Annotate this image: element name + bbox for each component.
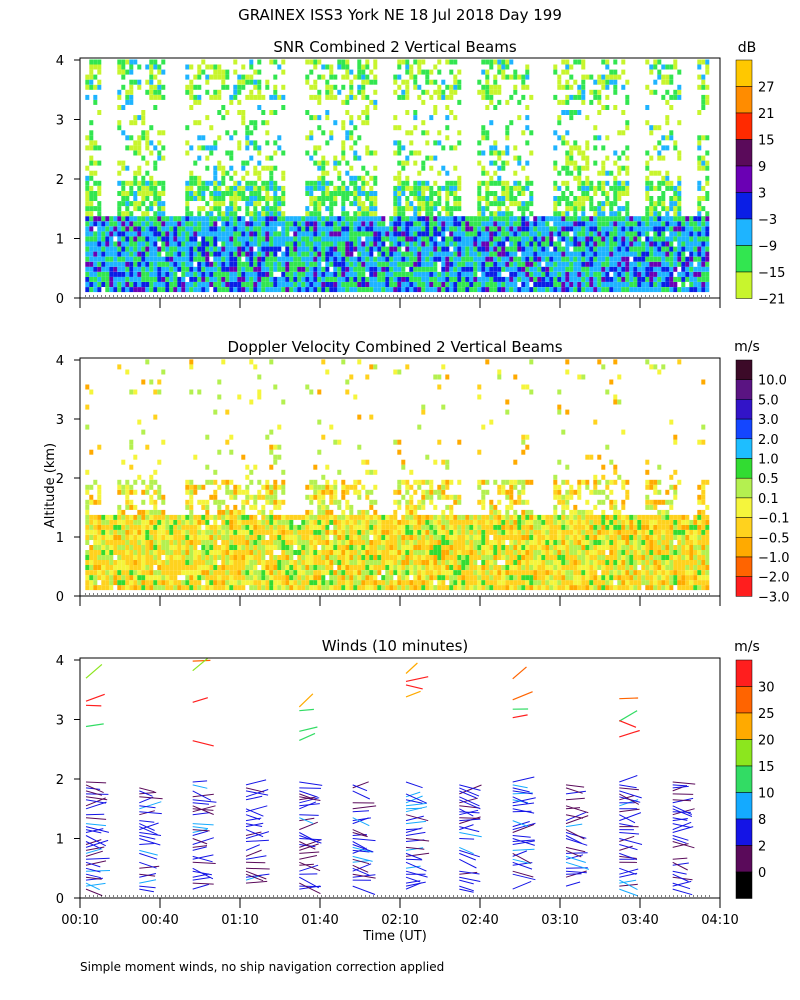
x-tick-label: 00:10 — [61, 913, 98, 928]
y-tick-label: 0 — [56, 590, 64, 605]
x-tick-label: 03:10 — [541, 913, 578, 928]
colorbar-swatch — [735, 537, 753, 558]
wind-barbs — [85, 657, 696, 897]
colorbar-label: 8 — [758, 813, 766, 828]
colorbar-swatch — [735, 399, 753, 420]
colorbar-label: 10 — [758, 787, 775, 802]
colorbar-label: 15 — [758, 134, 775, 149]
colorbar-swatch — [735, 659, 753, 687]
colorbar-label: −2.0 — [758, 571, 790, 586]
velocity-heatmap — [85, 359, 710, 591]
snr-colorbar: 27 21 15 9 3 −3 −9 −15 −21 — [735, 59, 785, 308]
colorbar-label: 10.0 — [758, 374, 787, 389]
colorbar-swatch — [735, 517, 753, 538]
y-tick-label: 2 — [56, 472, 64, 487]
colorbar-label: 27 — [758, 81, 775, 96]
colorbar-label: 30 — [758, 681, 775, 696]
colorbar-swatch — [735, 792, 753, 820]
colorbar-label: 15 — [758, 760, 775, 775]
winds-panel-title: Winds (10 minutes) — [321, 637, 469, 655]
colorbar-label: 20 — [758, 734, 775, 749]
colorbar-swatch — [735, 477, 753, 499]
colorbar-label: −9 — [758, 240, 777, 255]
velocity-colorbar: 10.0 5.0 3.0 2.0 1.0 0.5 0.1 −0.1 −0.5 −1.0 −2.0 −3… — [735, 359, 790, 605]
colorbar-label: 5.0 — [758, 393, 779, 408]
y-tick-label: 2 — [56, 773, 64, 788]
colorbar-label: 2.0 — [758, 433, 779, 448]
colorbar-swatch — [735, 192, 753, 220]
colorbar-swatch — [735, 218, 753, 246]
velocity-unit: m/s — [734, 339, 760, 355]
colorbar-label: 3 — [758, 187, 766, 202]
snr-unit: dB — [737, 40, 757, 56]
colorbar-swatch — [735, 765, 753, 793]
colorbar-swatch — [735, 556, 753, 577]
colorbar-swatch — [735, 438, 753, 459]
colorbar-label: 21 — [758, 107, 775, 122]
y-tick-label: 2 — [56, 173, 64, 188]
x-tick-label: 00:40 — [141, 913, 178, 928]
colorbar-swatch — [735, 686, 753, 714]
colorbar-swatch — [735, 418, 753, 440]
colorbar-swatch — [735, 739, 753, 767]
x-tick-label: 01:10 — [221, 913, 258, 928]
colorbar-label: −15 — [758, 266, 785, 281]
colorbar-label: 3.0 — [758, 413, 779, 428]
x-axis-label: Time (UT) — [363, 929, 427, 944]
footnote: Simple moment winds, no ship navigation … — [80, 960, 445, 974]
colorbar-swatch — [735, 576, 753, 597]
colorbar-label: 0.5 — [758, 472, 779, 487]
colorbar-swatch — [735, 359, 753, 380]
x-tick-label: 02:10 — [381, 913, 418, 928]
y-tick-label: 1 — [56, 833, 64, 848]
x-tick-label: 04:10 — [701, 913, 738, 928]
y-tick-label: 4 — [56, 54, 64, 69]
winds-unit: m/s — [734, 639, 760, 655]
colorbar-swatch — [735, 165, 753, 193]
colorbar-label: 25 — [758, 707, 775, 722]
colorbar-label: −21 — [758, 293, 785, 308]
colorbar-swatch — [735, 845, 753, 873]
colorbar-swatch — [735, 497, 753, 518]
snr-heatmap — [85, 59, 710, 293]
y-tick-label: 0 — [56, 892, 64, 907]
colorbar-swatch — [735, 818, 753, 846]
y-tick-label: 3 — [56, 114, 64, 129]
y-tick-label: 1 — [56, 233, 64, 248]
x-tick-label: 01:40 — [301, 913, 338, 928]
colorbar-label: 0 — [758, 866, 766, 881]
y-tick-label: 4 — [56, 354, 64, 369]
y-tick-label: 4 — [56, 654, 64, 669]
y-tick-label: 0 — [56, 292, 64, 307]
colorbar-swatch — [735, 712, 753, 740]
main-title: GRAINEX ISS3 York NE 18 Jul 2018 Day 199 — [238, 6, 562, 24]
colorbar-label: 0.1 — [758, 492, 779, 507]
colorbar-swatch — [735, 245, 753, 273]
colorbar-swatch — [735, 112, 753, 140]
colorbar-swatch — [735, 458, 753, 479]
y-tick-label: 1 — [56, 531, 64, 546]
x-tick-label: 03:40 — [621, 913, 658, 928]
colorbar-swatch — [735, 871, 753, 899]
colorbar-label: −3 — [758, 213, 777, 228]
colorbar-label: 1.0 — [758, 453, 779, 468]
snr-panel-title: SNR Combined 2 Vertical Beams — [273, 38, 517, 56]
colorbar-swatch — [735, 59, 753, 87]
colorbar-swatch — [735, 379, 753, 400]
colorbar-swatch — [735, 139, 753, 167]
colorbar-label: 9 — [758, 160, 766, 175]
colorbar-label: −0.1 — [758, 512, 790, 527]
x-tick-label: 02:40 — [461, 913, 498, 928]
colorbar-label: 2 — [758, 840, 766, 855]
y-tick-label: 3 — [56, 413, 64, 428]
colorbar-label: −1.0 — [758, 551, 790, 566]
y-tick-label: 3 — [56, 714, 64, 729]
velocity-panel-title: Doppler Velocity Combined 2 Vertical Bea… — [227, 338, 563, 356]
colorbar-swatch — [735, 271, 753, 299]
colorbar-swatch — [735, 86, 753, 114]
colorbar-label: −0.5 — [758, 531, 790, 546]
colorbar-label: −3.0 — [758, 590, 790, 605]
